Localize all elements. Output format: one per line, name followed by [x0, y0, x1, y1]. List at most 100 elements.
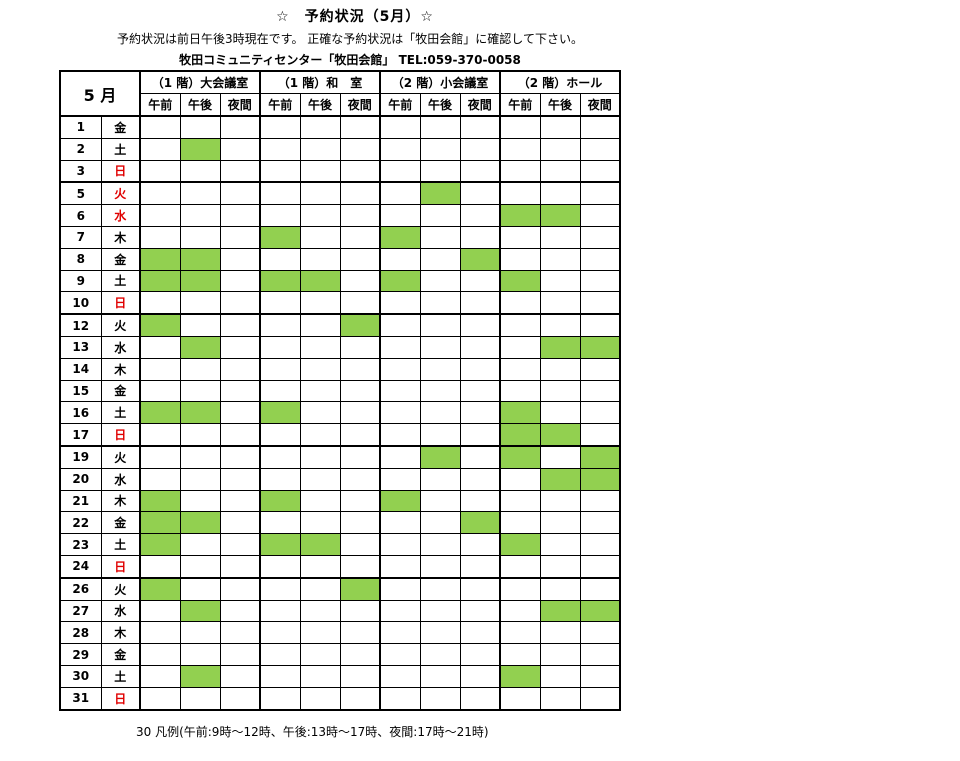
- available-slot: [579, 115, 621, 139]
- available-slot: [579, 181, 621, 206]
- available-slot: [299, 445, 341, 469]
- available-slot: [419, 467, 461, 491]
- available-slot: [299, 159, 341, 184]
- available-slot: [459, 313, 501, 337]
- available-slot: [139, 225, 181, 249]
- available-slot: [339, 599, 381, 623]
- available-slot: [499, 225, 541, 249]
- available-slot: [419, 664, 461, 688]
- day-cell: 19: [59, 445, 102, 469]
- available-slot: [419, 357, 461, 381]
- table-row: 28 木: [59, 621, 621, 645]
- available-slot: [219, 489, 261, 513]
- available-slot: [139, 159, 181, 184]
- booked-slot: [499, 664, 541, 688]
- available-slot: [219, 269, 261, 293]
- available-slot: [139, 115, 181, 139]
- available-slot: [499, 247, 541, 271]
- available-slot: [299, 335, 341, 359]
- booked-slot: [539, 467, 581, 491]
- available-slot: [219, 401, 261, 425]
- available-slot: [259, 599, 301, 623]
- table-row: 15 金: [59, 379, 621, 403]
- available-slot: [539, 225, 581, 249]
- weekday-cell: 金: [100, 511, 141, 535]
- available-slot: [259, 467, 301, 491]
- available-slot: [219, 511, 261, 535]
- available-slot: [459, 533, 501, 556]
- available-slot: [499, 686, 541, 711]
- available-slot: [179, 445, 221, 469]
- available-slot: [499, 313, 541, 337]
- available-slot: [419, 204, 461, 227]
- available-slot: [419, 599, 461, 623]
- available-slot: [379, 599, 421, 623]
- available-slot: [379, 621, 421, 645]
- available-slot: [219, 621, 261, 645]
- available-slot: [299, 247, 341, 271]
- weekday-cell: 土: [100, 137, 141, 161]
- available-slot: [339, 291, 381, 316]
- weekday-cell: 金: [100, 643, 141, 666]
- available-slot: [419, 247, 461, 271]
- table-row: 10 日: [59, 291, 621, 316]
- available-slot: [299, 401, 341, 425]
- available-slot: [459, 554, 501, 579]
- weekday-cell: 日: [100, 423, 141, 447]
- available-slot: [179, 467, 221, 491]
- slot-header: 午後: [419, 93, 461, 117]
- available-slot: [299, 599, 341, 623]
- available-slot: [419, 335, 461, 359]
- available-slot: [259, 181, 301, 206]
- available-slot: [179, 204, 221, 227]
- available-slot: [539, 159, 581, 184]
- available-slot: [219, 181, 261, 206]
- available-slot: [579, 357, 621, 381]
- available-slot: [379, 159, 421, 184]
- available-slot: [419, 291, 461, 316]
- room-header-large-meeting: （1 階）大会議室: [139, 70, 261, 94]
- weekday-cell: 木: [100, 357, 141, 381]
- booked-slot: [139, 269, 181, 293]
- available-slot: [379, 445, 421, 469]
- weekday-cell: 日: [100, 291, 141, 316]
- available-slot: [459, 115, 501, 139]
- available-slot: [139, 445, 181, 469]
- available-slot: [419, 137, 461, 161]
- slot-header: 午後: [179, 93, 221, 117]
- available-slot: [299, 357, 341, 381]
- available-slot: [579, 577, 621, 601]
- booked-slot: [539, 599, 581, 623]
- available-slot: [259, 247, 301, 271]
- booked-slot: [539, 204, 581, 227]
- available-slot: [139, 379, 181, 403]
- booked-slot: [379, 225, 421, 249]
- table-row: 16 土: [59, 401, 621, 425]
- available-slot: [339, 554, 381, 579]
- table-row: 12 火: [59, 313, 621, 337]
- available-slot: [419, 621, 461, 645]
- day-cell: 7: [59, 225, 102, 249]
- available-slot: [339, 643, 381, 666]
- available-slot: [579, 379, 621, 403]
- available-slot: [419, 269, 461, 293]
- available-slot: [179, 533, 221, 556]
- available-slot: [539, 554, 581, 579]
- weekday-cell: 日: [100, 686, 141, 711]
- available-slot: [299, 511, 341, 535]
- available-slot: [419, 313, 461, 337]
- booked-slot: [139, 247, 181, 271]
- available-slot: [539, 269, 581, 293]
- booked-slot: [459, 511, 501, 535]
- available-slot: [579, 664, 621, 688]
- slot-header: 午前: [259, 93, 301, 117]
- available-slot: [339, 357, 381, 381]
- available-slot: [579, 621, 621, 645]
- available-slot: [339, 159, 381, 184]
- available-slot: [219, 204, 261, 227]
- available-slot: [339, 401, 381, 425]
- weekday-cell: 日: [100, 554, 141, 579]
- slot-header: 午後: [299, 93, 341, 117]
- available-slot: [579, 159, 621, 184]
- available-slot: [259, 159, 301, 184]
